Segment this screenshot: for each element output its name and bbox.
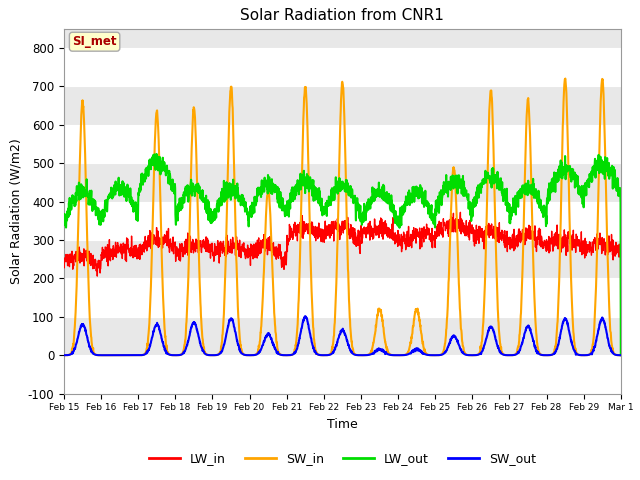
- X-axis label: Time: Time: [327, 418, 358, 431]
- LW_in: [568, 237, 575, 243]
- SW_out: [216, 351, 223, 357]
- LW_out: [584, 178, 591, 183]
- Text: SI_met: SI_met: [72, 35, 117, 48]
- SW_out: [505, 352, 513, 358]
- SW_in: [216, 350, 223, 356]
- SW_in: [561, 76, 569, 82]
- Line: SW_out: SW_out: [64, 316, 621, 355]
- LW_out: [568, 171, 575, 177]
- SW_out: [584, 352, 591, 358]
- LW_out: [153, 151, 161, 157]
- LW_in: [358, 235, 366, 241]
- SW_in: [568, 303, 576, 309]
- LW_in: [584, 249, 591, 254]
- SW_out: [359, 352, 367, 358]
- SW_in: [504, 352, 512, 358]
- SW_out: [60, 352, 68, 358]
- SW_in: [617, 352, 625, 358]
- LW_out: [60, 217, 68, 223]
- SW_in: [60, 352, 68, 358]
- LW_out: [216, 199, 223, 205]
- Bar: [64, 278, 621, 317]
- LW_out: [359, 216, 367, 221]
- Bar: [64, 125, 621, 163]
- Bar: [64, 355, 621, 394]
- SW_out: [617, 352, 625, 358]
- Line: SW_in: SW_in: [64, 79, 621, 355]
- LW_out: [371, 197, 379, 203]
- Bar: [64, 202, 621, 240]
- Title: Solar Radiation from CNR1: Solar Radiation from CNR1: [241, 9, 444, 24]
- Bar: [64, 163, 621, 202]
- Bar: [64, 86, 621, 125]
- Y-axis label: Solar Radiation (W/m2): Solar Radiation (W/m2): [9, 138, 22, 284]
- Bar: [64, 240, 621, 278]
- Line: LW_in: LW_in: [64, 212, 621, 355]
- LW_in: [617, 352, 625, 358]
- SW_out: [97, 352, 105, 358]
- Bar: [64, 317, 621, 355]
- SW_in: [359, 352, 367, 358]
- SW_out: [301, 313, 309, 319]
- SW_in: [371, 332, 379, 338]
- Line: LW_out: LW_out: [64, 154, 621, 355]
- LW_in: [504, 240, 512, 246]
- SW_in: [97, 352, 105, 358]
- LW_in: [60, 263, 68, 268]
- SW_in: [584, 352, 591, 358]
- LW_out: [504, 205, 512, 211]
- LW_in: [216, 260, 223, 266]
- LW_in: [456, 209, 464, 215]
- SW_out: [568, 342, 576, 348]
- SW_out: [371, 349, 379, 355]
- LW_out: [617, 352, 625, 358]
- Legend: LW_in, SW_in, LW_out, SW_out: LW_in, SW_in, LW_out, SW_out: [144, 447, 541, 470]
- LW_in: [371, 216, 378, 222]
- Bar: [64, 48, 621, 86]
